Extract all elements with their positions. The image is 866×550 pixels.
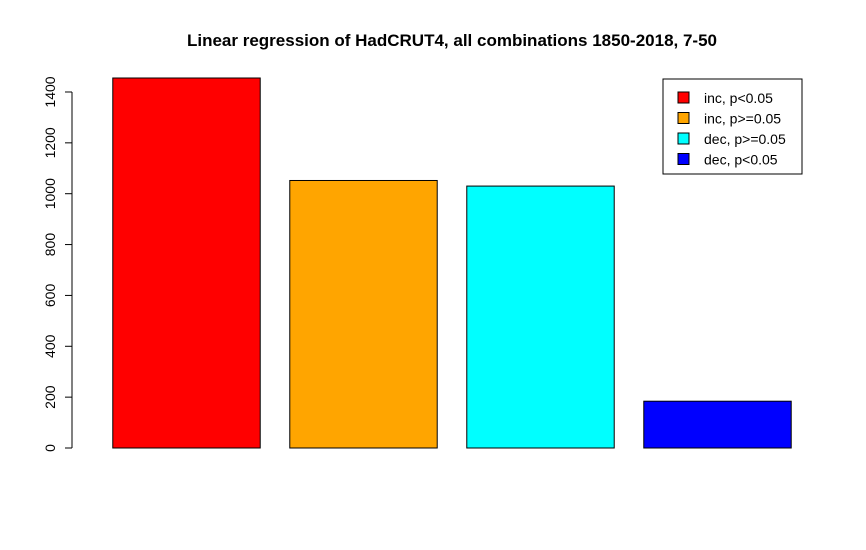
y-tick-label: 1200 bbox=[42, 127, 58, 158]
y-axis: 0 200 400 600 800 1000 1200 1400 bbox=[42, 76, 73, 452]
legend: inc, p<0.05 inc, p>=0.05 dec, p>=0.05 dec, … bbox=[662, 78, 803, 175]
y-tick-label: 400 bbox=[42, 334, 58, 358]
legend-swatch bbox=[677, 91, 690, 104]
legend-label: inc, p>=0.05 bbox=[704, 111, 781, 127]
legend-swatch bbox=[677, 132, 690, 145]
y-tick-label: 1000 bbox=[42, 178, 58, 209]
legend-swatch bbox=[677, 112, 690, 124]
y-tick-label: 600 bbox=[42, 284, 58, 308]
legend-swatch bbox=[677, 153, 690, 165]
bar-2 bbox=[289, 179, 438, 449]
y-tick-label: 200 bbox=[42, 385, 58, 409]
bar-4 bbox=[643, 400, 792, 449]
y-tick-label: 0 bbox=[42, 444, 58, 452]
bar-3 bbox=[466, 185, 615, 449]
y-tick-label: 800 bbox=[42, 233, 58, 257]
bar-1 bbox=[112, 77, 261, 449]
y-tick-label: 1400 bbox=[42, 76, 58, 107]
legend-label: dec, p<0.05 bbox=[704, 152, 778, 168]
chart-title: Linear regression of HadCRUT4, all combi… bbox=[187, 31, 717, 50]
bars bbox=[112, 77, 792, 449]
legend-label: dec, p>=0.05 bbox=[704, 131, 786, 147]
legend-label: inc, p<0.05 bbox=[704, 90, 773, 106]
